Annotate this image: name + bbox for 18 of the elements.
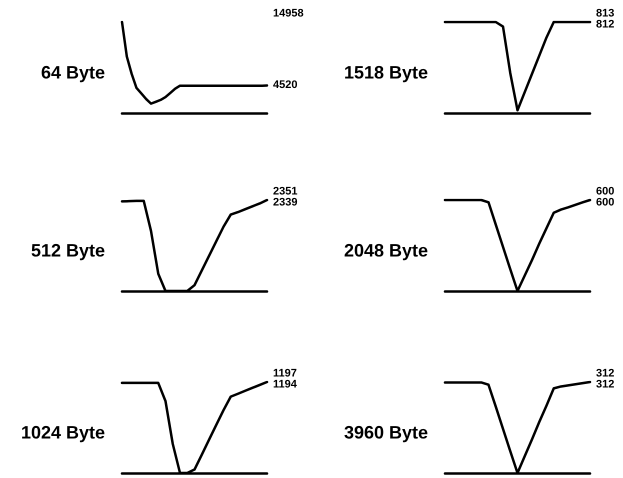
text: 2351 [273,186,298,198]
text: 512 Byte [30,240,105,260]
text: 600 [596,186,614,198]
text: 600 [596,196,614,208]
text: 312 [596,378,614,390]
text: 812 [596,18,614,30]
text: 1194 [273,378,298,390]
text: 64 Byte [40,62,105,82]
text: 14958 [273,8,304,20]
text: 1024 Byte [20,422,105,442]
text: 1197 [273,368,297,380]
text: 2048 Byte [344,240,428,260]
text: 3960 Byte [344,422,428,442]
text: 1518 Byte [344,62,428,82]
text: 4520 [273,79,298,92]
text: 312 [596,368,614,380]
text: 813 [596,8,614,20]
text: 2339 [273,196,298,208]
